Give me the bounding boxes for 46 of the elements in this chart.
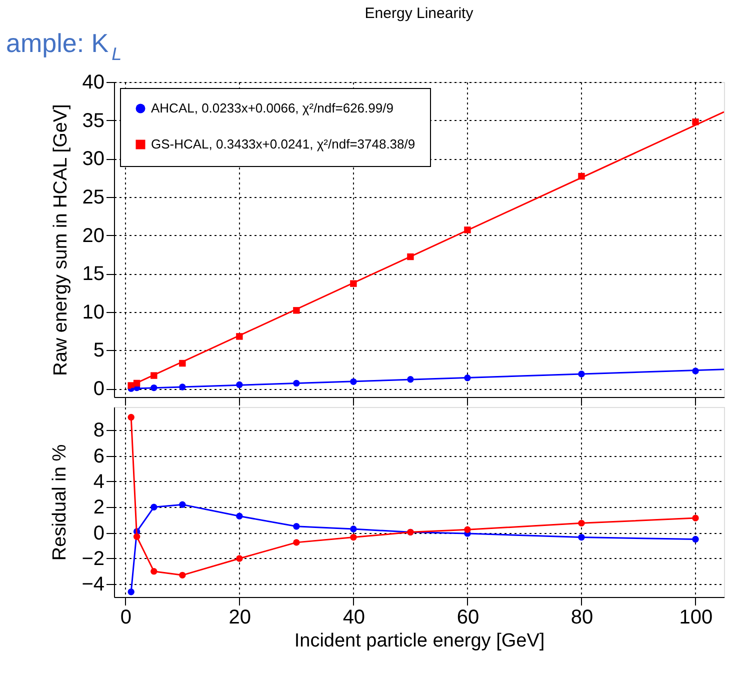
point (179, 501, 186, 508)
y-tick-label: 10 (82, 301, 104, 324)
y-tick-label: 0 (93, 378, 104, 400)
point (578, 520, 585, 527)
x-tick-label: 60 (456, 606, 480, 628)
point (236, 555, 243, 562)
y-axis-title: Residual in % (50, 444, 71, 561)
point (293, 523, 300, 530)
y-tick-label: 30 (82, 148, 104, 170)
point (128, 588, 134, 596)
y-tick-label: 40 (82, 72, 104, 94)
point (179, 572, 186, 579)
x-tick-label: 20 (228, 606, 252, 628)
y-tick-label: 2 (93, 496, 104, 519)
y-tick-label: 15 (82, 263, 104, 286)
point (128, 414, 134, 421)
point (350, 526, 357, 532)
x-axis-title: Incident particle energy [GeV] (294, 630, 545, 652)
y-tick-label: 5 (93, 340, 104, 362)
y-tick-label: 25 (82, 186, 104, 208)
point (236, 512, 243, 520)
y-tick-label: 35 (82, 110, 104, 132)
y-tick-label: 20 (82, 224, 104, 247)
point (150, 504, 158, 510)
point (150, 568, 158, 575)
x-tick-label: 40 (342, 606, 366, 628)
point (350, 534, 357, 541)
point (692, 514, 699, 522)
y-axis-title: Raw energy sum in HCAL [GeV] (50, 104, 72, 376)
y-tick-label: 6 (93, 445, 104, 468)
legend-label: AHCAL, 0.0233x+0.0066, χ²/ndf=626.99/9 (151, 100, 394, 116)
y-tick-label: −2 (82, 548, 104, 570)
point (293, 539, 300, 546)
point (578, 534, 585, 541)
y-tick-label: −4 (82, 574, 104, 596)
y-tick-label: 0 (93, 522, 104, 544)
point (133, 533, 140, 540)
point (692, 536, 699, 543)
y-tick-label: 8 (93, 420, 104, 442)
x-tick-label: 0 (120, 606, 132, 628)
chart-title: Energy Linearity (364, 5, 474, 22)
y-tick-label: 4 (93, 470, 104, 493)
legend-label: GS-HCAL, 0.3433x+0.0241, χ²/ndf=3748.38/9 (151, 136, 416, 152)
x-tick-label: 100 (679, 606, 713, 628)
point (464, 526, 471, 533)
x-tick-label: 80 (570, 606, 594, 628)
